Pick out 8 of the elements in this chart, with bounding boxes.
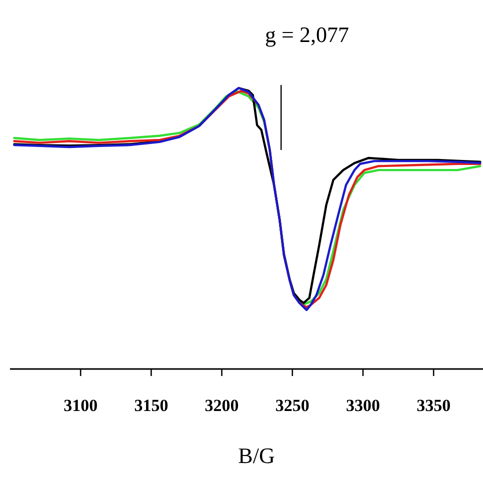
x-tick-label: 3100 <box>64 396 98 415</box>
x-axis-title: B/G <box>238 443 275 468</box>
x-tick-label: 3350 <box>416 396 451 415</box>
x-tick-label: 3150 <box>134 396 168 415</box>
x-tick-label: 3200 <box>204 396 239 415</box>
x-tick-label: 3250 <box>275 396 310 415</box>
chart-title: g = 2,077 <box>265 22 349 47</box>
x-tick-label: 3300 <box>346 396 380 415</box>
